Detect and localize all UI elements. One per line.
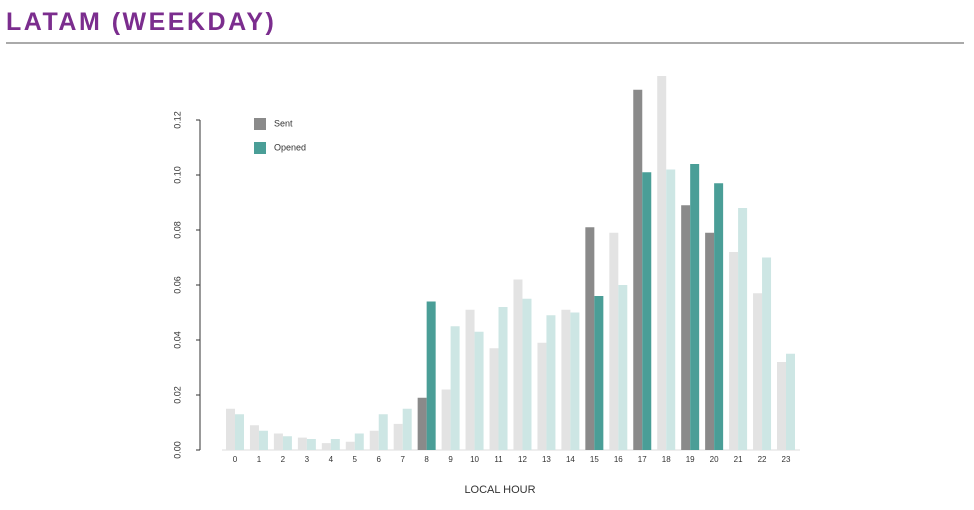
y-tick-label: 0.12 bbox=[172, 111, 182, 129]
x-tick-label: 20 bbox=[710, 455, 719, 464]
bar bbox=[753, 293, 763, 450]
y-tick-label: 0.08 bbox=[172, 221, 182, 239]
x-tick-label: 11 bbox=[494, 455, 503, 464]
bar bbox=[330, 439, 340, 450]
bar bbox=[426, 301, 436, 450]
chart-title: LATAM (WEEKDAY) bbox=[6, 8, 276, 36]
x-tick-label: 1 bbox=[257, 455, 262, 464]
bar bbox=[378, 414, 388, 450]
x-tick-label: 19 bbox=[686, 455, 695, 464]
bar bbox=[690, 164, 700, 450]
bar bbox=[522, 298, 532, 450]
bar bbox=[282, 436, 292, 450]
bar bbox=[465, 309, 475, 450]
x-tick-label: 10 bbox=[470, 455, 479, 464]
x-tick-label: 22 bbox=[758, 455, 767, 464]
bar bbox=[777, 362, 786, 450]
bar bbox=[450, 326, 460, 450]
x-tick-label: 0 bbox=[233, 455, 238, 464]
bar bbox=[609, 232, 619, 450]
bar bbox=[561, 309, 571, 450]
legend-swatch bbox=[254, 142, 266, 154]
bar bbox=[633, 89, 643, 450]
bar bbox=[306, 439, 316, 450]
bar bbox=[570, 312, 580, 450]
bar bbox=[546, 315, 556, 450]
x-tick-label: 17 bbox=[638, 455, 647, 464]
x-tick-label: 3 bbox=[305, 455, 310, 464]
bar bbox=[498, 307, 508, 450]
bar bbox=[369, 430, 379, 450]
bar bbox=[258, 430, 268, 450]
bar bbox=[235, 414, 244, 450]
x-tick-label: 15 bbox=[590, 455, 599, 464]
y-tick-label: 0.04 bbox=[172, 331, 182, 349]
x-tick-label: 2 bbox=[281, 455, 286, 464]
x-tick-label: 12 bbox=[518, 455, 527, 464]
bar bbox=[738, 208, 748, 450]
x-tick-label: 18 bbox=[662, 455, 671, 464]
bar bbox=[345, 441, 355, 450]
x-tick-label: 21 bbox=[734, 455, 743, 464]
x-tick-label: 7 bbox=[400, 455, 405, 464]
bar bbox=[489, 348, 499, 450]
bar bbox=[786, 353, 795, 450]
x-axis-label: LOCAL HOUR bbox=[464, 484, 535, 496]
bar bbox=[762, 257, 772, 450]
bar bbox=[585, 227, 595, 450]
y-tick-label: 0.10 bbox=[172, 166, 182, 184]
bar bbox=[273, 433, 283, 450]
bar bbox=[666, 169, 676, 450]
x-tick-label: 16 bbox=[614, 455, 623, 464]
legend-swatch bbox=[254, 118, 266, 130]
bar bbox=[642, 172, 652, 450]
bar bbox=[618, 285, 628, 450]
bar bbox=[714, 183, 724, 450]
bar bbox=[226, 408, 235, 450]
x-tick-label: 4 bbox=[329, 455, 334, 464]
y-tick-label: 0.02 bbox=[172, 386, 182, 404]
x-tick-label: 5 bbox=[353, 455, 358, 464]
bar bbox=[657, 76, 667, 450]
bar bbox=[249, 425, 259, 450]
bar bbox=[417, 397, 427, 450]
bar bbox=[681, 205, 691, 450]
bar bbox=[513, 279, 523, 450]
x-tick-label: 8 bbox=[424, 455, 429, 464]
bar bbox=[321, 443, 331, 450]
bar bbox=[705, 232, 715, 450]
legend-label: Sent bbox=[274, 118, 293, 128]
bar bbox=[537, 342, 547, 450]
x-tick-label: 13 bbox=[542, 455, 551, 464]
bar bbox=[729, 252, 739, 450]
legend-label: Opened bbox=[274, 142, 306, 152]
x-tick-label: 23 bbox=[782, 455, 791, 464]
x-tick-label: 9 bbox=[448, 455, 453, 464]
x-tick-label: 14 bbox=[566, 455, 575, 464]
x-tick-label: 6 bbox=[377, 455, 382, 464]
y-tick-label: 0.00 bbox=[172, 441, 182, 459]
y-tick-label: 0.06 bbox=[172, 276, 182, 294]
bar bbox=[474, 331, 484, 450]
bar bbox=[441, 389, 451, 450]
bar bbox=[594, 296, 604, 450]
bar bbox=[393, 423, 403, 450]
bar bbox=[402, 408, 412, 450]
bar bbox=[297, 437, 307, 450]
bar bbox=[354, 433, 364, 450]
